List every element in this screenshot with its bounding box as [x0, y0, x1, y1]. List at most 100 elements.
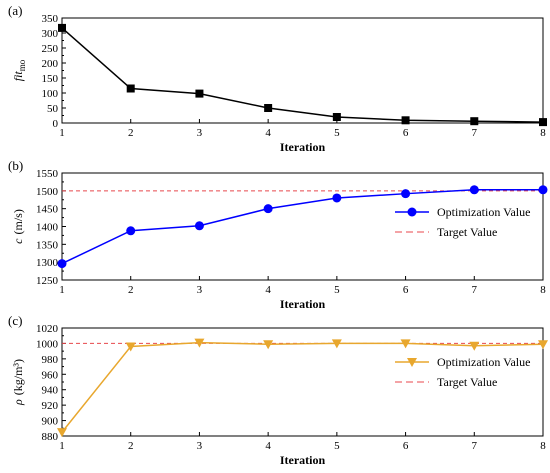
x-tick-label: 6: [403, 127, 409, 139]
series-line: [61, 27, 544, 123]
data-point: [539, 118, 547, 127]
data-point: [263, 340, 274, 350]
data-point: [470, 117, 479, 126]
legend-swatch-marker: [407, 358, 417, 367]
x-tick-label: 3: [197, 284, 203, 296]
data-point: [538, 185, 548, 195]
x-tick-label: 2: [128, 127, 134, 139]
legend-label: Optimization Value: [437, 205, 530, 219]
x-tick-label: 6: [403, 284, 409, 296]
y-tick-label: 960: [42, 369, 59, 381]
legend-label: Target Value: [437, 375, 497, 389]
x-tick-label: 8: [540, 284, 546, 296]
data-point: [331, 339, 342, 349]
x-tick-label: 8: [540, 440, 546, 452]
x-tick-label: 8: [540, 127, 546, 139]
y-tick-label: 1000: [36, 338, 59, 350]
y-tick-label: 1450: [36, 204, 59, 216]
legend-label: Optimization Value: [437, 355, 530, 369]
x-tick-label: 2: [128, 440, 134, 452]
y-axis-title: c (m/s): [11, 209, 25, 244]
data-point: [469, 185, 479, 195]
y-axis-title: fitmo: [11, 59, 27, 81]
data-point: [194, 338, 205, 348]
data-point: [469, 341, 480, 351]
data-point: [401, 189, 411, 199]
x-tick-label: 4: [265, 284, 271, 296]
y-axis-title-main: ρ: [11, 399, 25, 406]
panel-label: (c): [8, 313, 22, 328]
y-tick-label: 900: [42, 416, 59, 428]
data-point: [401, 116, 410, 125]
y-tick-label: 980: [42, 354, 59, 366]
series-line: [61, 341, 544, 433]
y-axis-title-main: fit: [11, 71, 25, 82]
y-tick-label: 880: [42, 431, 59, 443]
x-tick-label: 1: [59, 284, 65, 296]
y-tick-label: 940: [42, 385, 59, 397]
y-tick-label: 1400: [36, 222, 59, 234]
x-tick-label: 4: [265, 127, 271, 139]
x-tick-label: 7: [472, 284, 478, 296]
data-point: [58, 23, 66, 32]
x-axis-title: Iteration: [280, 453, 326, 467]
y-tick-label: 150: [42, 73, 59, 85]
x-tick-label: 4: [265, 440, 271, 452]
y-axis-title-unit: (kg/m³): [11, 359, 25, 395]
y-tick-label: 0: [53, 118, 59, 130]
x-tick-label: 2: [128, 284, 134, 296]
series-line: [61, 189, 543, 265]
x-tick-label: 6: [403, 440, 409, 452]
x-axis-title: Iteration: [280, 140, 326, 154]
y-tick-label: 1350: [36, 239, 59, 251]
data-point: [125, 342, 136, 352]
y-axis-title: ρ (kg/m³): [11, 359, 25, 406]
y-tick-label: 300: [42, 28, 59, 40]
panel-c: (c) 1 2 3 4 5 6 7 8 880 900 920 940 960 980 1000 1020 Ite…: [8, 313, 548, 467]
data-point: [195, 89, 204, 98]
data-point: [194, 221, 204, 231]
panel-label: (a): [8, 3, 22, 18]
x-tick-label: 1: [59, 440, 65, 452]
y-tick-label: 50: [47, 103, 59, 115]
data-point: [538, 340, 548, 350]
panel-label: (b): [8, 158, 23, 173]
data-point: [57, 259, 67, 269]
y-tick-label: 920: [42, 400, 59, 412]
data-point: [126, 226, 136, 236]
data-point: [400, 339, 411, 349]
y-tick-label: 1300: [36, 257, 59, 269]
y-tick-label: 350: [42, 13, 59, 25]
y-tick-label: 1020: [36, 323, 59, 335]
data-point: [126, 84, 135, 93]
x-tick-label: 7: [472, 440, 478, 452]
y-axis-title-main: c: [11, 238, 25, 244]
y-tick-label: 100: [42, 88, 59, 100]
legend-label: Target Value: [437, 225, 497, 239]
legend-swatch-marker: [407, 207, 417, 217]
x-tick-label: 5: [334, 440, 340, 452]
y-tick-label: 1550: [36, 168, 59, 180]
x-tick-label: 5: [334, 284, 340, 296]
y-tick-label: 1500: [36, 186, 59, 198]
x-tick-label: 5: [334, 127, 340, 139]
data-point: [263, 204, 273, 214]
x-axis-title: Iteration: [280, 297, 326, 311]
x-tick-label: 3: [197, 440, 203, 452]
data-point: [332, 113, 341, 121]
y-tick-label: 250: [42, 43, 59, 55]
y-tick-label: 200: [42, 58, 59, 70]
plot-frame: [61, 17, 544, 124]
panel-b: (b) 1 2 3 4 5 6 7 8 1250 1300 1350 1400 1450 1500 1550 I…: [8, 158, 548, 311]
panel-a: (a) 1 2 3 4 5 6 7 8 0 50 100 150 200 250 300 350 Iteratio…: [8, 3, 547, 154]
data-point: [332, 193, 342, 203]
x-tick-label: 3: [197, 127, 203, 139]
y-axis-title-unit: (m/s): [11, 209, 25, 234]
y-axis-title-unit: mo: [17, 59, 27, 71]
y-tick-label: 1250: [36, 275, 59, 287]
x-tick-label: 1: [59, 127, 65, 139]
data-point: [264, 104, 273, 112]
data-point: [57, 428, 67, 438]
x-tick-label: 7: [472, 127, 478, 139]
